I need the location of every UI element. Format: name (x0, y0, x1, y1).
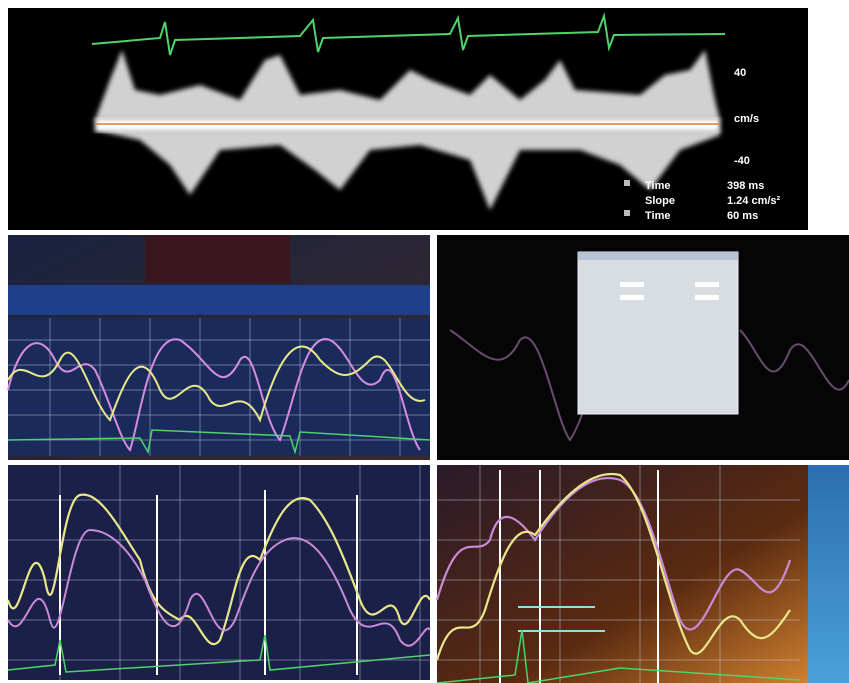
collage: 40 cm/s -40 Time 398 ms Slope 1.24 cm/s²… (0, 0, 849, 683)
dialog-screen (437, 235, 849, 460)
measure-value: 60 ms (727, 210, 758, 222)
scale-bottom: -40 (734, 155, 750, 167)
measure-label: Time (645, 180, 670, 192)
doppler-panel: 40 cm/s -40 Time 398 ms Slope 1.24 cm/s²… (8, 8, 808, 230)
measure-label: Slope (645, 195, 675, 207)
scale-unit: cm/s (734, 113, 759, 125)
measure-label: Time (645, 210, 670, 222)
zoomed-curve-screen (437, 465, 849, 683)
scale-top: 40 (734, 67, 746, 79)
measure-value: 398 ms (727, 180, 764, 192)
curve-screen (8, 465, 430, 680)
measure-value: 1.24 cm/s² (727, 195, 781, 207)
tissue-doppler-screen (8, 235, 430, 460)
